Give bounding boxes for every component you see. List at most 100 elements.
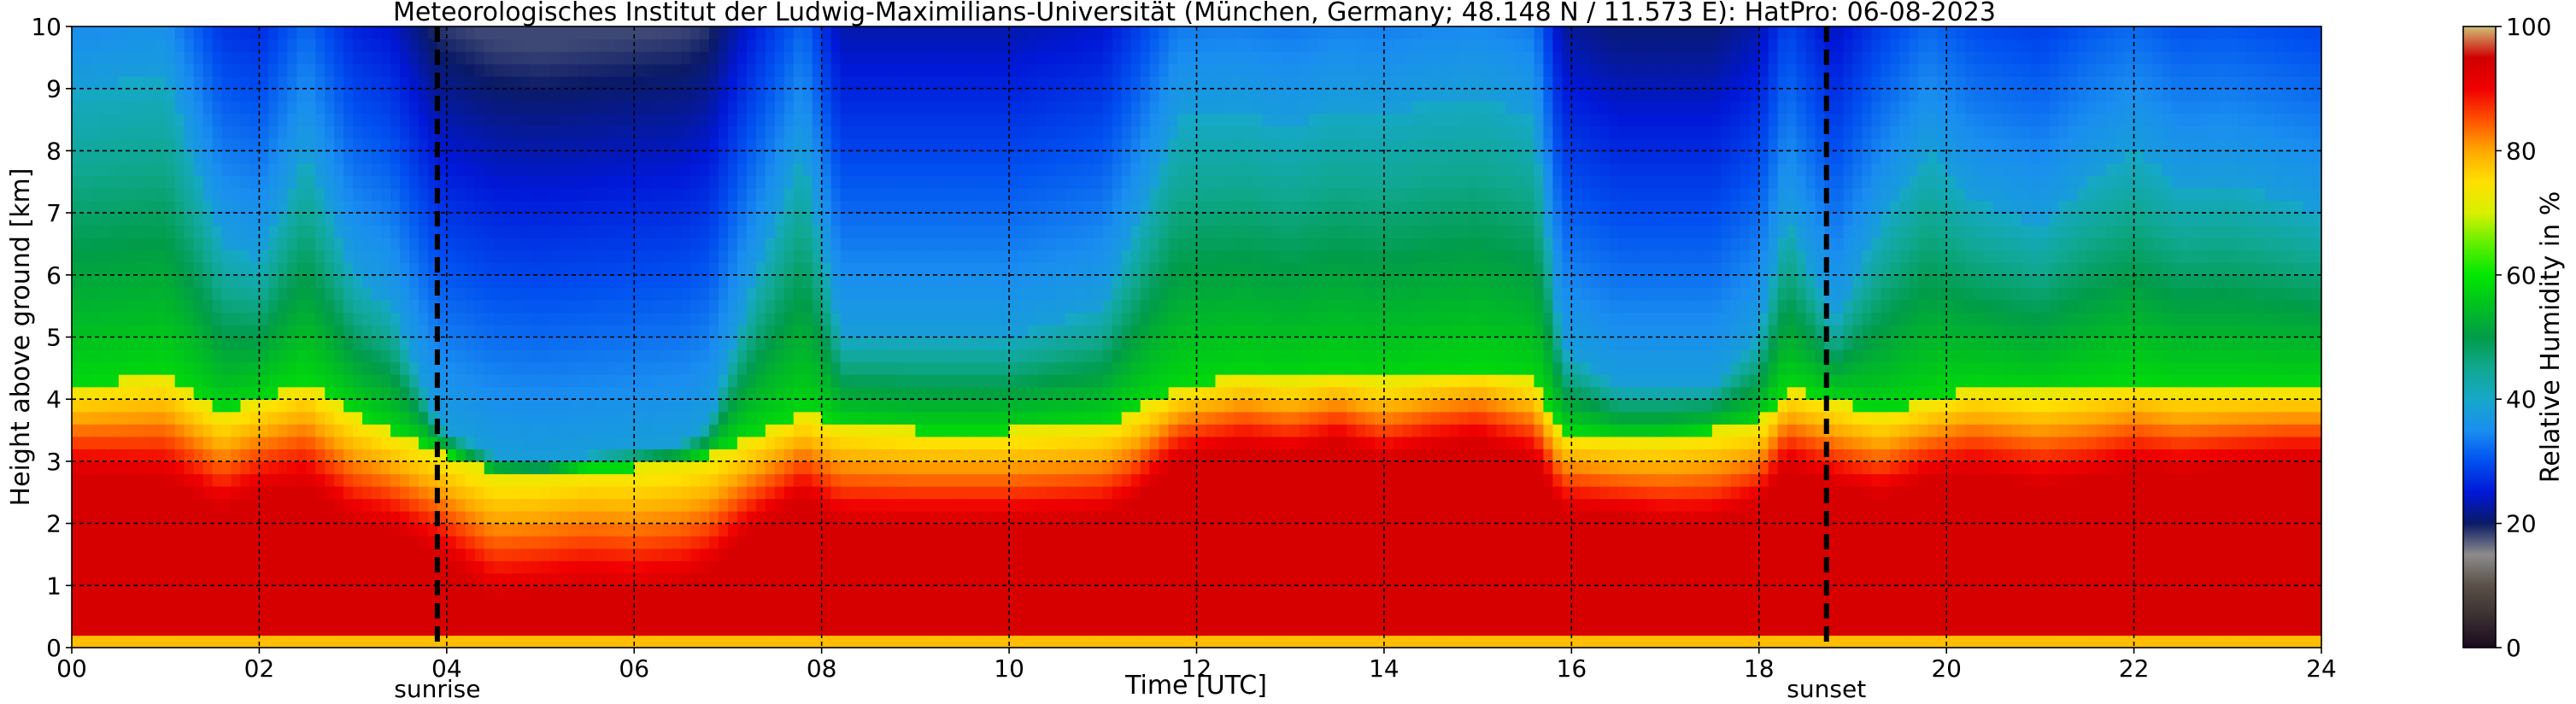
rh-cell — [849, 101, 860, 114]
rh-cell — [849, 461, 860, 475]
rh-cell — [540, 225, 551, 238]
rh-cell — [193, 361, 204, 375]
rh-cell — [587, 312, 597, 326]
rh-cell — [80, 126, 91, 139]
rh-cell — [765, 213, 776, 226]
rh-cell — [868, 51, 879, 65]
rh-cell — [278, 572, 288, 586]
rh-cell — [915, 498, 925, 512]
rh-cell — [334, 188, 344, 202]
rh-cell — [512, 597, 523, 611]
rh-cell — [690, 76, 701, 90]
rh-cell — [596, 349, 607, 363]
rh-cell — [362, 585, 373, 599]
rh-cell — [783, 200, 795, 214]
rh-cell — [325, 498, 335, 512]
rh-cell — [455, 88, 466, 102]
rh-cell — [249, 63, 261, 77]
rh-cell — [709, 572, 719, 586]
rh-cell — [736, 51, 748, 65]
rh-cell — [118, 225, 129, 238]
rh-cell — [981, 262, 991, 276]
rh-cell — [184, 76, 195, 90]
rh-cell — [127, 274, 138, 288]
rh-cell — [437, 424, 448, 437]
rh-cell — [315, 337, 326, 350]
rh-cell — [502, 101, 513, 114]
rh-cell — [793, 536, 804, 549]
rh-cell — [802, 51, 813, 65]
rh-cell — [353, 473, 363, 487]
rh-cell — [372, 374, 382, 388]
rh-cell — [484, 635, 495, 648]
rh-cell — [521, 101, 532, 114]
rh-cell — [802, 225, 813, 238]
rh-cell — [127, 560, 138, 574]
rh-cell — [278, 374, 288, 388]
rh-cell — [90, 299, 101, 314]
rh-cell — [502, 424, 513, 437]
rh-cell — [736, 449, 748, 462]
rh-cell — [334, 572, 344, 586]
rh-cell — [643, 225, 654, 238]
rh-cell — [793, 200, 804, 214]
rh-cell — [437, 126, 448, 139]
rh-cell — [437, 150, 448, 164]
rh-cell — [137, 485, 148, 500]
rh-cell — [72, 622, 82, 637]
rh-cell — [465, 411, 476, 425]
rh-cell — [446, 126, 457, 139]
rh-cell — [446, 411, 457, 425]
rh-cell — [474, 324, 485, 338]
rh-cell — [924, 287, 935, 301]
rh-cell — [174, 299, 185, 314]
rh-cell — [849, 374, 860, 388]
rh-cell — [155, 523, 167, 537]
rh-cell — [662, 411, 672, 425]
rh-cell — [774, 585, 785, 599]
rh-cell — [221, 485, 232, 500]
rh-cell — [127, 200, 138, 214]
rh-cell — [981, 324, 991, 338]
rh-cell — [877, 299, 889, 314]
rh-cell — [896, 324, 907, 338]
rh-cell — [278, 175, 288, 189]
rh-cell — [343, 560, 354, 574]
rh-cell — [812, 200, 823, 214]
rh-cell — [755, 374, 766, 388]
rh-cell — [353, 386, 363, 400]
rh-cell — [943, 113, 954, 126]
rh-cell — [474, 635, 485, 648]
rh-cell — [896, 411, 907, 425]
rh-cell — [971, 548, 982, 561]
rh-cell — [802, 162, 813, 177]
rh-cell — [793, 473, 804, 487]
rh-cell — [774, 63, 785, 77]
rh-cell — [1000, 399, 1010, 413]
rh-cell — [662, 548, 672, 561]
rh-cell — [934, 436, 944, 449]
rh-cell — [953, 249, 963, 263]
rh-cell — [934, 299, 944, 314]
rh-cell — [268, 76, 279, 90]
rh-cell — [343, 361, 354, 375]
rh-cell — [1000, 436, 1010, 449]
rh-cell — [72, 126, 82, 139]
rh-cell — [193, 51, 204, 65]
rh-cell — [653, 150, 663, 164]
rh-cell — [493, 249, 504, 263]
rh-cell — [231, 26, 242, 40]
rh-cell — [662, 560, 672, 574]
rh-cell — [549, 436, 560, 449]
rh-cell — [643, 436, 654, 449]
rh-cell — [521, 411, 532, 425]
rh-cell — [278, 511, 288, 525]
rh-cell — [606, 76, 616, 90]
rh-cell — [1000, 485, 1010, 500]
rh-cell — [381, 560, 391, 574]
rh-cell — [502, 274, 513, 288]
rh-cell — [193, 113, 204, 126]
rh-cell — [306, 175, 316, 189]
rh-cell — [259, 299, 269, 314]
rh-cell — [334, 162, 344, 177]
